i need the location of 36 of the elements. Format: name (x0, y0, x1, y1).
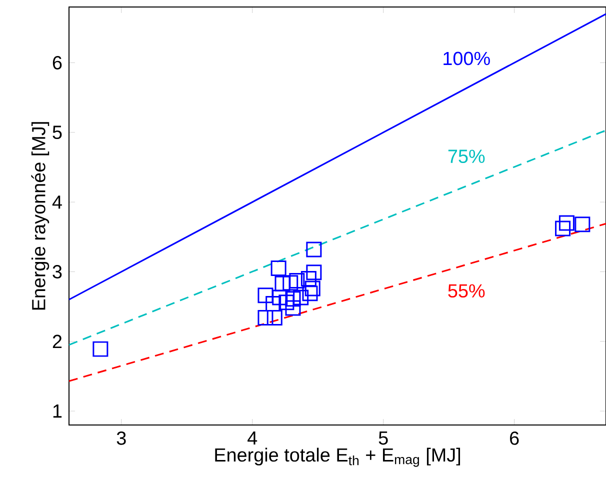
y-tick-label: 3 (52, 265, 62, 278)
y-tick-label: 4 (52, 196, 62, 209)
point (278, 294, 294, 310)
x-tick-label: 6 (510, 432, 519, 445)
point (274, 276, 290, 292)
point (300, 270, 316, 286)
x-tick-label: 3 (116, 432, 126, 445)
series-label: 100% (444, 52, 490, 66)
x-axis-title: Energie totale E$_{th}$ + E$_{mag}$ [MJ] (215, 448, 460, 467)
point (289, 273, 305, 289)
point (302, 286, 318, 302)
x-tick-label: 5 (378, 432, 388, 445)
point (282, 275, 298, 291)
point (304, 280, 320, 296)
point (558, 215, 574, 231)
point (266, 310, 282, 326)
point (555, 220, 571, 236)
point (258, 288, 274, 304)
y-axis-title: Energie rayonnée [MJ] (31, 122, 50, 310)
y-tick-label: 2 (52, 334, 62, 348)
y-tick-label: 1 (53, 404, 62, 418)
point (270, 260, 286, 276)
point (306, 264, 322, 280)
point (258, 310, 274, 326)
point (272, 290, 288, 306)
point (306, 242, 322, 258)
point (285, 291, 301, 307)
series-label: 55% (448, 284, 485, 298)
series-label: 75% (448, 150, 485, 164)
x-tick-label: 4 (248, 432, 258, 445)
point (92, 341, 108, 357)
point (574, 216, 590, 232)
point (293, 290, 309, 306)
y-tick-label: 6 (52, 56, 62, 70)
y-tick-label: 5 (52, 126, 62, 140)
point (285, 300, 301, 316)
